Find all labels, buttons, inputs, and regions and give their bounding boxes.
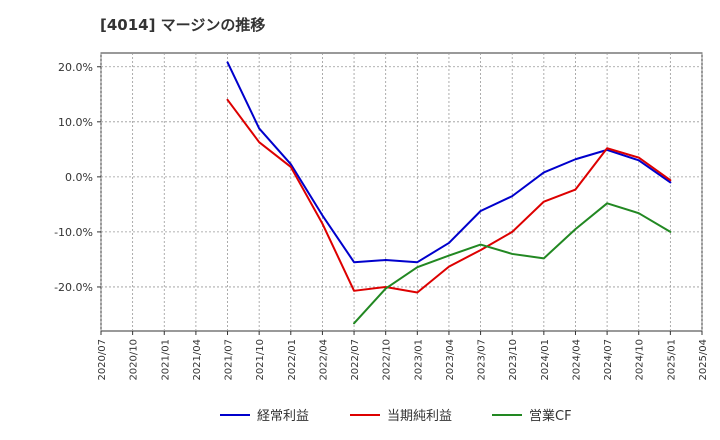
x-tick-label: 2024/01 xyxy=(540,339,551,381)
chart-title: [4014] マージンの推移 xyxy=(100,16,265,34)
series-line-2 xyxy=(226,98,672,294)
legend-label-3: 営業CF xyxy=(529,408,572,424)
series-line-3 xyxy=(353,202,672,325)
x-tick-label: 2022/07 xyxy=(350,339,361,381)
y-tick-label: 0.0% xyxy=(65,171,93,184)
x-tick-label: 2024/10 xyxy=(635,339,646,381)
y-tick-label: -10.0% xyxy=(54,226,93,239)
y-tick-label: 20.0% xyxy=(58,61,93,74)
legend: 経常利益 当期純利益 営業CF xyxy=(220,408,572,424)
x-tick-label: 2021/07 xyxy=(224,339,235,381)
x-tick-label: 2024/07 xyxy=(603,339,614,381)
x-tick-label: 2023/01 xyxy=(413,339,424,381)
y-tick-label: 10.0% xyxy=(58,116,93,129)
legend-label-2: 当期純利益 xyxy=(387,409,452,424)
x-tick-label: 2025/01 xyxy=(666,339,677,381)
x-tick-label: 2025/04 xyxy=(698,339,709,381)
x-tick-label: 2022/10 xyxy=(382,339,393,381)
x-tick-label: 2023/04 xyxy=(445,339,456,381)
grid-lines xyxy=(100,52,703,332)
x-tick-label: 2022/04 xyxy=(318,339,329,381)
plot-area xyxy=(100,52,703,332)
legend-label-1: 経常利益 xyxy=(257,409,309,424)
series-lines xyxy=(226,61,672,325)
x-tick-label: 2024/04 xyxy=(571,339,582,381)
x-tick-label: 2023/10 xyxy=(508,339,519,381)
x-tick-label: 2021/01 xyxy=(160,339,171,381)
series-line-1 xyxy=(226,61,672,264)
x-tick-label: 2022/01 xyxy=(287,339,298,381)
x-tick-label: 2020/07 xyxy=(97,339,108,381)
x-tick-label: 2020/10 xyxy=(129,339,140,381)
y-tick-label: -20.0% xyxy=(54,281,93,294)
x-tick-label: 2021/04 xyxy=(192,339,203,381)
axes: 20.0% 10.0% 0.0% -10.0% -20.0% 2020/07 2020/10… xyxy=(54,61,709,381)
x-tick-label: 2021/10 xyxy=(255,339,266,381)
x-tick-label: 2023/07 xyxy=(477,339,488,381)
